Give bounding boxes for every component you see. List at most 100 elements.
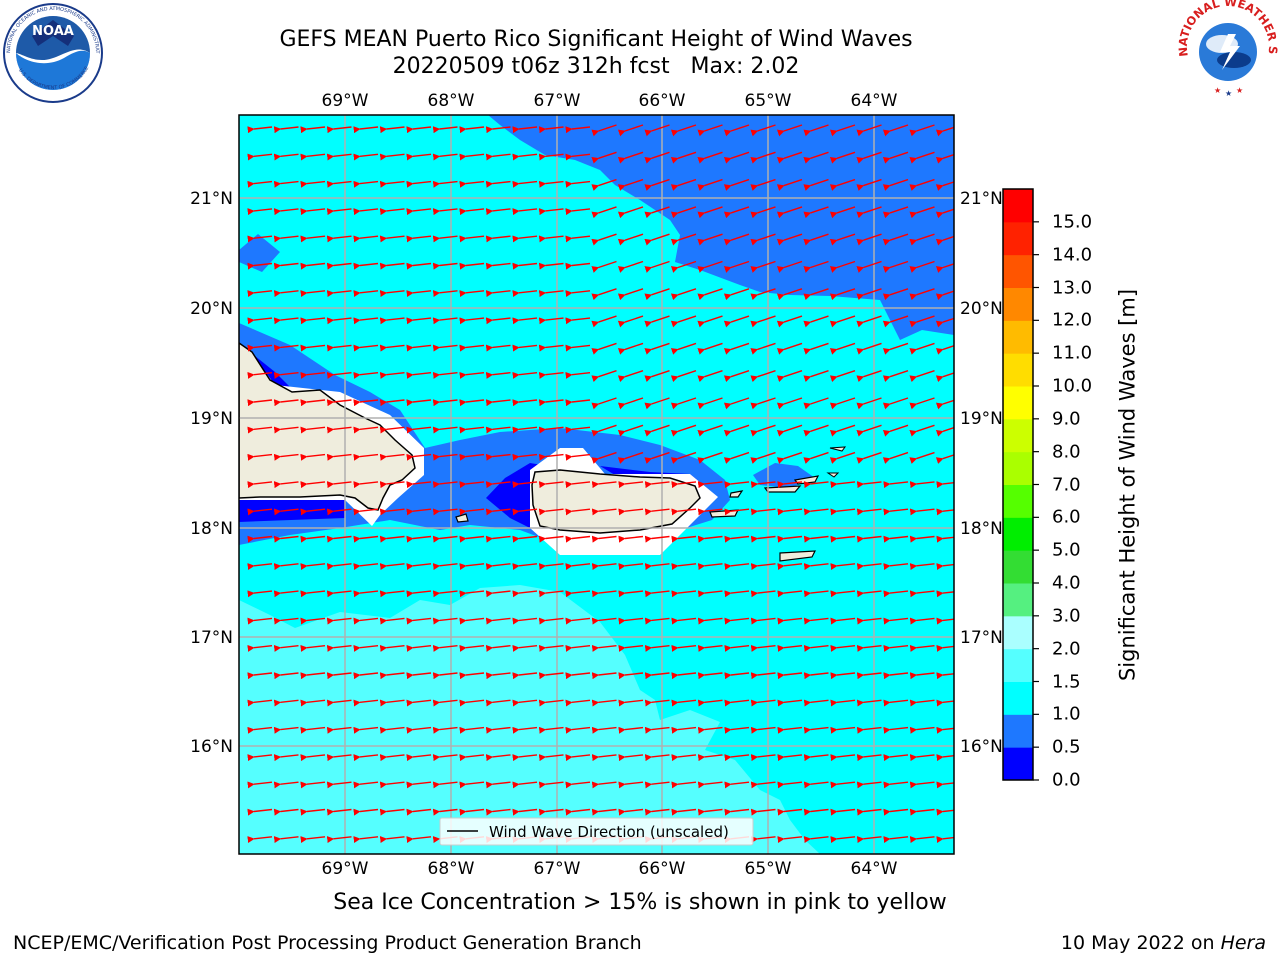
wave-direction-arrow: [644, 206, 670, 219]
wave-direction-arrow: [935, 153, 954, 164]
map-legend: Wind Wave Direction (unscaled): [439, 817, 754, 846]
wave-direction-arrow: [909, 451, 935, 464]
wave-direction-arrow: [512, 781, 538, 789]
wave-direction-arrow: [644, 370, 670, 383]
wave-direction-arrow: [670, 397, 697, 410]
wave-direction-arrow: [882, 206, 909, 219]
wave-direction-arrow: [830, 508, 856, 516]
wave-direction-arrow: [697, 370, 723, 383]
wave-direction-arrow: [565, 726, 591, 734]
wave-direction-arrow: [300, 371, 326, 379]
wave-direction-arrow: [247, 699, 273, 707]
wave-direction-arrow: [379, 644, 405, 652]
wave-direction-arrow: [565, 290, 591, 297]
wave-direction-arrow: [485, 180, 511, 188]
colorbar-tick-label: 1.5: [1052, 671, 1081, 692]
wave-direction-arrow: [750, 260, 776, 273]
wave-direction-arrow: [697, 424, 723, 437]
wave-direction-arrow: [697, 151, 723, 164]
wave-direction-arrow: [697, 233, 723, 246]
wave-direction-arrow: [882, 315, 909, 328]
wave-direction-arrow: [936, 672, 954, 680]
wave-direction-arrow: [538, 153, 564, 161]
wave-direction-arrow: [512, 644, 538, 652]
colorbar-segment: [1003, 320, 1033, 354]
wave-direction-arrow: [883, 754, 909, 762]
wave-direction-arrow: [618, 563, 644, 570]
wave-direction-arrow: [697, 288, 723, 301]
wave-direction-arrow: [300, 426, 326, 434]
wave-direction-arrow: [724, 617, 750, 625]
wave-direction-arrow: [379, 754, 405, 762]
wave-direction-arrow: [512, 290, 538, 297]
wind-wave-vectors: [247, 124, 954, 843]
wave-direction-arrow: [750, 508, 776, 516]
wave-direction-arrow: [459, 754, 485, 762]
wave-direction-arrow: [644, 508, 670, 516]
wave-direction-arrow: [485, 508, 511, 516]
wave-direction-arrow: [909, 397, 935, 410]
wave-direction-arrow: [776, 151, 803, 164]
wave-direction-arrow: [353, 726, 379, 734]
wave-direction-arrow: [777, 781, 803, 789]
wave-direction-arrow: [379, 535, 405, 543]
wave-direction-arrow: [591, 644, 617, 652]
wave-direction-arrow: [671, 754, 697, 762]
wave-direction-arrow: [406, 726, 432, 734]
wave-direction-arrow: [936, 726, 954, 734]
wave-direction-arrow: [830, 590, 856, 598]
wave-direction-arrow: [406, 453, 432, 461]
wave-direction-arrow: [485, 754, 511, 762]
wave-direction-arrow: [273, 808, 299, 816]
wave-direction-arrow: [459, 426, 485, 434]
noaa-logo: NOAA NATIONAL OCEANIC AND ATMOSPHERIC AD…: [2, 2, 103, 103]
wave-direction-arrow: [856, 481, 882, 489]
wave-direction-arrow: [909, 178, 935, 191]
wave-direction-arrow: [273, 208, 299, 216]
wave-direction-arrow: [379, 235, 405, 243]
wave-direction-arrow: [909, 672, 935, 680]
wave-direction-arrow: [432, 508, 458, 516]
wave-direction-arrow: [459, 126, 485, 134]
wave-direction-arrow: [883, 563, 909, 570]
wave-direction-arrow: [803, 315, 829, 328]
wave-direction-arrow: [591, 260, 617, 273]
wave-direction-arrow: [883, 699, 909, 707]
wave-direction-arrow: [406, 344, 432, 352]
wave-direction-arrow: [512, 808, 538, 816]
wave-direction-arrow: [830, 781, 856, 789]
wave-direction-arrow: [247, 208, 273, 216]
wave-direction-arrow: [538, 754, 564, 762]
wave-direction-arrow: [300, 836, 326, 843]
wave-direction-arrow: [273, 399, 299, 407]
wave-direction-arrow: [777, 644, 803, 652]
wave-direction-arrow: [326, 262, 352, 270]
wave-direction-arrow: [459, 808, 485, 816]
wave-direction-arrow: [883, 808, 909, 816]
wave-direction-arrow: [803, 342, 829, 355]
wave-direction-arrow: [750, 563, 776, 570]
wave-direction-arrow: [300, 126, 326, 134]
wave-direction-arrow: [512, 426, 538, 434]
wave-direction-arrow: [829, 315, 856, 328]
wave-direction-arrow: [485, 399, 511, 407]
wave-direction-arrow: [856, 644, 882, 652]
wave-direction-arrow: [247, 481, 273, 489]
wave-direction-arrow: [617, 342, 644, 355]
wave-direction-arrow: [353, 535, 379, 543]
wave-direction-arrow: [882, 178, 909, 191]
wave-direction-arrow: [353, 590, 379, 598]
wave-direction-arrow: [750, 808, 776, 816]
wave-direction-arrow: [856, 590, 882, 598]
wave-direction-arrow: [300, 563, 326, 570]
wave-direction-arrow: [777, 508, 803, 516]
wave-direction-arrow: [697, 699, 723, 707]
wave-direction-arrow: [883, 781, 909, 789]
wave-direction-arrow: [273, 453, 299, 461]
wave-direction-arrow: [909, 617, 935, 625]
wave-direction-arrow: [485, 481, 511, 489]
wave-direction-arrow: [432, 563, 458, 570]
wave-direction-arrow: [379, 726, 405, 734]
wave-direction-arrow: [565, 672, 591, 680]
wave-direction-arrow: [432, 235, 458, 243]
